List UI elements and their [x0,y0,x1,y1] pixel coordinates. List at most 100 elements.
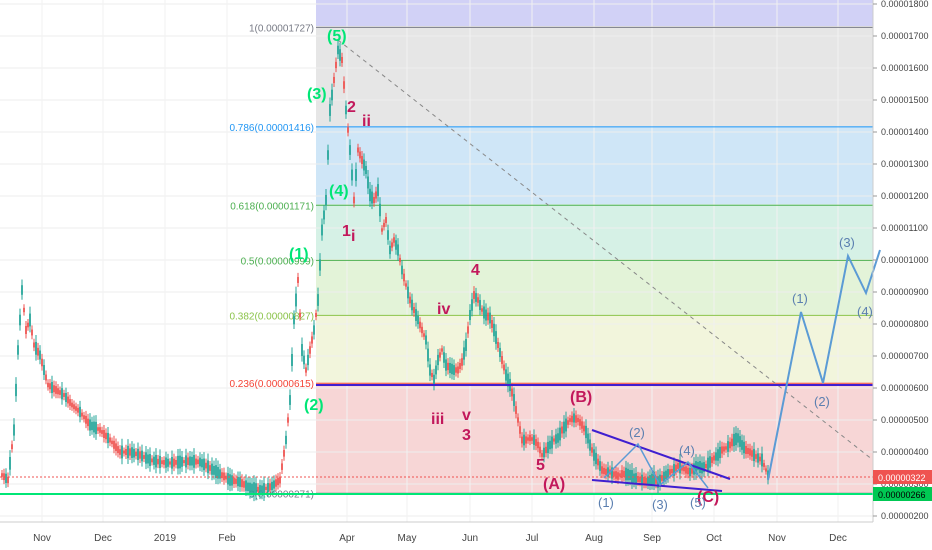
candle-body [399,257,401,263]
candle-body [403,273,405,282]
candle-body [637,476,639,482]
candle-body [757,453,759,463]
candle-body [115,443,117,452]
candle-body [595,452,597,465]
candle-body [65,393,67,402]
wave-label-red-B: (B) [570,389,592,406]
candle-body [47,382,49,388]
candle-body [113,440,115,449]
candle-body [233,477,235,485]
candle-body [649,475,651,485]
candle-body [669,469,671,475]
candle-body [269,483,271,491]
projection-label-1: (1) [792,291,808,306]
candle-body [449,362,451,374]
price-tick-label: 0.00001400 [881,127,929,137]
candle-body [651,473,653,485]
candle-body [389,245,391,255]
candle-body [67,396,69,404]
candle-body [447,362,449,371]
candle-body [5,473,7,483]
candle-body [535,439,537,446]
candle-body [715,452,717,461]
candle-body [349,145,351,155]
candle-body [747,448,749,454]
candle-body [79,406,81,418]
candle-body [369,188,371,202]
projection-label-2: (2) [814,394,830,409]
candle-body [121,445,123,459]
candle-body [387,230,389,240]
candle-body [255,483,257,495]
candle-body [295,293,297,307]
candle-body [45,374,47,381]
candle-body [77,407,79,413]
candle-body [683,466,685,472]
candle-body [719,446,721,459]
candle-body [253,482,255,496]
candle-body [241,479,243,488]
candle-body [523,434,525,446]
candle-body [667,469,669,478]
candle-body [457,366,459,374]
candle-body [43,365,45,375]
subwave-label-1: (1) [598,495,614,510]
candle-body [165,457,167,468]
wave-label-red-ii: ii [362,113,371,130]
candle-body [675,464,677,472]
candle-body [591,447,593,453]
candle-body [689,467,691,477]
candle-body [481,308,483,312]
candle-body [57,388,59,395]
candle-body [337,45,339,55]
candle-body [721,446,723,454]
candle-body [55,386,57,394]
candle-body [123,450,125,454]
candle-body [599,461,601,471]
candle-body [161,460,163,465]
candle-body [29,313,31,327]
candle-body [323,210,325,220]
candle-body [405,283,407,287]
candle-body [753,448,755,462]
candle-body [177,455,179,469]
candle-body [197,459,199,465]
candle-body [519,426,521,434]
support-price-badge: 0.00000266 [873,487,932,501]
candle-body [393,237,395,243]
candle-body [333,76,335,84]
candle-body [401,265,403,275]
time-tick-label: Dec [829,533,847,544]
candle-body [485,309,487,321]
candle-body [593,449,595,461]
candle-body [739,436,741,447]
price-axis: 0.00001800 0.00001700 0.00001600 0.00001500… [872,0,929,522]
candle-body [199,457,201,467]
wave-label-red-5: 5 [536,457,545,474]
candle-body [171,456,173,469]
candle-body [143,455,145,459]
subwave-label-5: (5) [690,495,706,510]
candle-body [243,481,245,488]
wedge-upper-line [591,429,731,480]
candle-body [529,434,531,442]
candle-body [15,383,17,397]
candle-body [73,404,75,410]
candle-body [207,460,209,474]
candle-body [35,341,37,355]
candle-body [117,446,119,454]
candle-body [429,364,431,376]
candle-body [619,473,621,477]
candle-body [605,468,607,476]
candle-body [741,440,743,450]
candle-body [467,326,469,334]
candle-body [213,465,215,475]
candle-body [317,294,319,306]
candle-body [315,313,317,317]
candle-body [425,335,427,345]
candle-body [227,473,229,485]
candle-body [397,244,399,256]
candle-body [359,151,361,159]
candle-body [517,417,519,423]
